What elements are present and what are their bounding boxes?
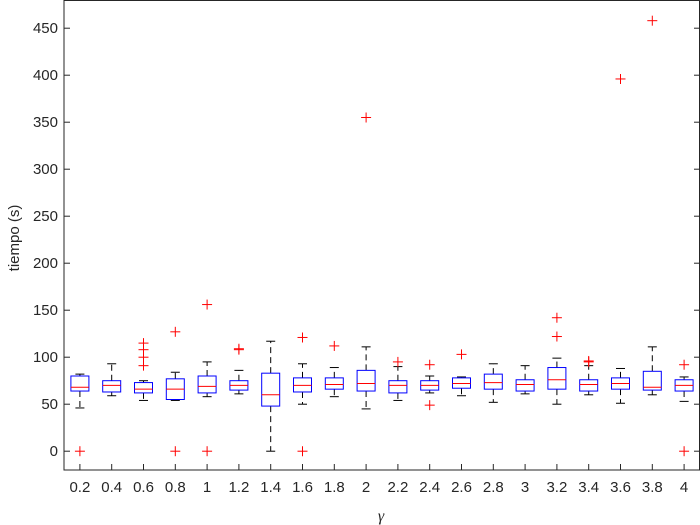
outlier-marker	[202, 299, 213, 310]
outlier-marker	[424, 400, 435, 411]
box-group	[356, 112, 376, 410]
x-tick-label: 3.2	[546, 479, 567, 496]
y-tick-label: 250	[33, 208, 58, 225]
box-group	[642, 15, 662, 396]
outlier-marker	[297, 446, 308, 457]
x-axis: 0.2 0.4 0.6 0.8 1 1.2 1.4 1.6 1.8 2 2.2 2.4 2.6 2.8 3 3…	[69, 464, 688, 496]
box	[324, 377, 344, 390]
x-tick-label: 2.2	[387, 479, 408, 496]
outlier-marker	[551, 312, 562, 323]
x-axis-label: γ	[378, 508, 385, 525]
x-tick-label: 2.4	[419, 479, 440, 496]
box	[356, 369, 376, 392]
box	[261, 372, 281, 407]
y-tick-label: 400	[33, 67, 58, 84]
outlier-marker	[138, 338, 149, 349]
box	[197, 375, 217, 394]
outlier-marker	[329, 340, 340, 351]
y-axis-label: tiempo (s)	[6, 205, 23, 272]
box	[102, 380, 122, 393]
box-group	[229, 343, 249, 395]
x-tick-label: 2	[362, 479, 370, 496]
box-group	[197, 299, 217, 457]
x-tick-label: 0.6	[133, 479, 154, 496]
plot-area	[63, 0, 700, 471]
y-tick-label: 150	[33, 302, 58, 319]
box-group	[674, 359, 694, 457]
outlier-marker	[170, 446, 181, 457]
x-tick-label: 0.8	[165, 479, 186, 496]
outlier-marker	[615, 73, 626, 84]
outlier-marker	[297, 332, 308, 343]
box-group	[261, 340, 281, 452]
box	[483, 373, 503, 390]
box-group	[611, 73, 630, 404]
outlier-marker	[583, 355, 594, 366]
y-tick-label: 300	[33, 161, 58, 178]
x-tick-label: 1.2	[228, 479, 249, 496]
outlier-marker	[392, 356, 403, 367]
box-group	[388, 356, 408, 401]
x-tick-label: 3.6	[610, 479, 631, 496]
y-tick-label: 100	[33, 349, 58, 366]
outlier-marker	[202, 446, 213, 457]
x-tick-label: 1.4	[260, 479, 281, 496]
box-group	[579, 355, 599, 396]
x-tick-label: 0.4	[101, 479, 122, 496]
box-group	[165, 326, 185, 457]
outlier-marker	[679, 359, 690, 370]
y-tick-label: 350	[33, 114, 58, 131]
box	[388, 380, 408, 394]
box	[547, 367, 567, 390]
x-tick-label: 3	[521, 479, 529, 496]
outlier-marker	[138, 360, 149, 371]
y-tick-label: 50	[41, 396, 58, 413]
x-tick-label: 0.2	[69, 479, 90, 496]
box-group	[102, 363, 122, 397]
box-group	[293, 332, 312, 457]
y-axis: 0 50 100 150 200 250 300 350 400 450	[33, 20, 700, 460]
box-group	[324, 340, 344, 398]
outlier-marker	[647, 15, 658, 26]
box-group	[452, 349, 471, 397]
axes-frame	[63, 0, 700, 471]
box	[515, 379, 535, 392]
outlier-marker	[361, 112, 372, 123]
box	[642, 370, 662, 391]
box-group	[515, 365, 535, 395]
box-group	[70, 373, 90, 457]
outlier-marker	[679, 446, 690, 457]
box-group	[547, 312, 567, 405]
box	[579, 379, 599, 392]
x-tick-label: 1.8	[324, 479, 345, 496]
outlier-marker	[456, 349, 467, 360]
outlier-marker	[233, 343, 244, 354]
x-tick-label: 2.6	[451, 479, 472, 496]
outlier-marker	[170, 326, 181, 337]
x-tick-label: 1.6	[292, 479, 313, 496]
x-tick-label: 3.4	[578, 479, 599, 496]
x-tick-label: 4	[680, 479, 688, 496]
box-group	[483, 363, 503, 403]
y-tick-label: 450	[33, 20, 58, 37]
box-group	[134, 338, 153, 401]
x-tick-label: 3.8	[642, 479, 663, 496]
outlier-marker	[74, 446, 85, 457]
box-group	[420, 359, 440, 411]
outlier-marker	[424, 359, 435, 370]
y-tick-label: 200	[33, 255, 58, 272]
box	[70, 375, 90, 392]
box	[134, 382, 153, 394]
y-tick-label: 0	[50, 443, 58, 460]
x-tick-label: 1	[203, 479, 211, 496]
outlier-marker	[551, 331, 562, 342]
x-tick-label: 2.8	[483, 479, 504, 496]
